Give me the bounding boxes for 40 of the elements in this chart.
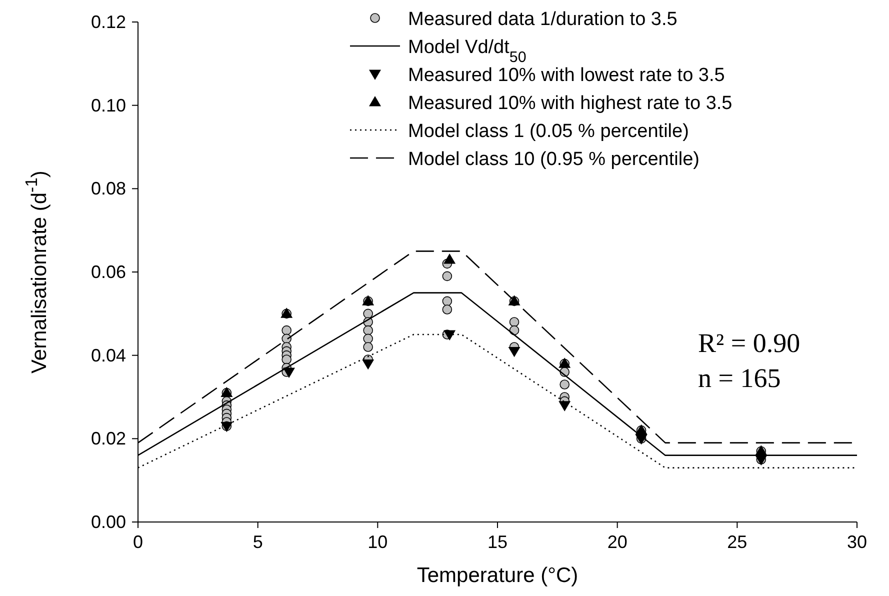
x-tick-label: 15 <box>487 532 508 552</box>
x-tick-label: 0 <box>132 532 144 552</box>
point <box>282 368 295 378</box>
y-tick-label: 0.04 <box>90 345 126 366</box>
point <box>363 342 373 352</box>
y-tick-label: 0.00 <box>90 512 126 532</box>
point <box>362 359 374 370</box>
point <box>444 254 456 264</box>
legend-label: Measured data 1/duration to 3.5 <box>408 9 678 30</box>
y-tick-label: 0.06 <box>90 262 126 282</box>
y-tick-label: 0.12 <box>90 12 126 32</box>
legend-label: Model class 10 (0.95 % percentile) <box>408 149 700 170</box>
point <box>442 304 452 314</box>
x-tick-label: 10 <box>368 532 388 552</box>
point <box>363 325 373 336</box>
point <box>363 334 373 344</box>
point <box>442 271 452 282</box>
y-tick-label: 0.08 <box>90 178 126 199</box>
y-tick-label: 0.02 <box>90 428 126 449</box>
legend-label: Model Vd/dt$_{50}$ <box>408 37 526 66</box>
point <box>444 330 456 340</box>
x-tick-label: 20 <box>607 532 628 552</box>
point <box>282 354 292 364</box>
x-tick-label: 25 <box>727 532 748 552</box>
y-tick-label: 0.10 <box>90 95 126 116</box>
point <box>363 308 373 319</box>
x-axis-title: Temperature (°C) <box>416 564 578 587</box>
point <box>560 380 570 390</box>
legend-label: Measured 10% with lowest rate to 3.5 <box>408 65 725 86</box>
point <box>508 346 520 358</box>
x-tick-label: 5 <box>252 532 263 552</box>
point <box>282 325 292 336</box>
point <box>442 296 452 306</box>
legend-label: Measured 10% with highest rate to 3.5 <box>408 93 732 114</box>
legend-label: Model class 1 (0.05 % percentile) <box>408 121 689 142</box>
annotation: n = 165 <box>698 363 781 393</box>
x-tick-label: 30 <box>846 532 868 552</box>
point <box>509 317 520 327</box>
point <box>558 401 571 412</box>
annotation: R² = 0.90 <box>698 328 800 358</box>
